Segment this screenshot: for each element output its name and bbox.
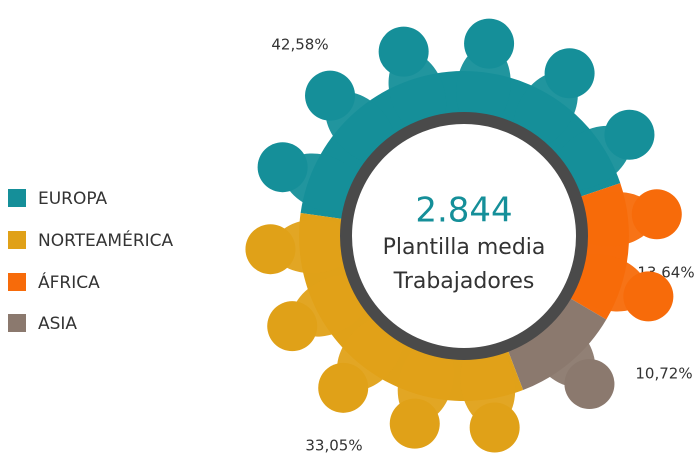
person-head [390, 399, 440, 449]
person-head [245, 224, 295, 274]
value-label: 10,72% [635, 365, 692, 383]
legend-swatch [8, 314, 26, 332]
legend-swatch [8, 189, 26, 207]
legend: EUROPA NORTEAMÉRICA ÁFRICA ASIA [8, 189, 174, 334]
person-head [623, 271, 673, 321]
person-head [564, 359, 614, 409]
person-head [379, 27, 429, 77]
value-label: 42,58% [271, 36, 328, 54]
person-head [267, 301, 317, 351]
legend-label: ASIA [38, 314, 77, 334]
person-head [464, 19, 514, 69]
legend-label: NORTEAMÉRICA [38, 229, 174, 251]
legend-label: ÁFRICA [38, 271, 100, 293]
center-line: Trabajadores [393, 269, 535, 294]
value-label: 33,05% [305, 437, 362, 455]
chart: EUROPANORTEAMÉRICAÁFRICAASIA 42,58%13,64… [0, 0, 696, 462]
legend-swatch [8, 273, 26, 291]
person-head [632, 189, 682, 239]
legend-swatch [8, 231, 26, 249]
person-head [470, 403, 520, 453]
person-head [318, 363, 368, 413]
person-head [545, 48, 595, 98]
person-head [258, 142, 308, 192]
legend-label: EUROPA [38, 189, 108, 209]
center-line: Plantilla media [383, 235, 546, 260]
person-head [305, 71, 355, 121]
person-head [604, 110, 654, 160]
center-value: 2.844 [415, 191, 512, 231]
